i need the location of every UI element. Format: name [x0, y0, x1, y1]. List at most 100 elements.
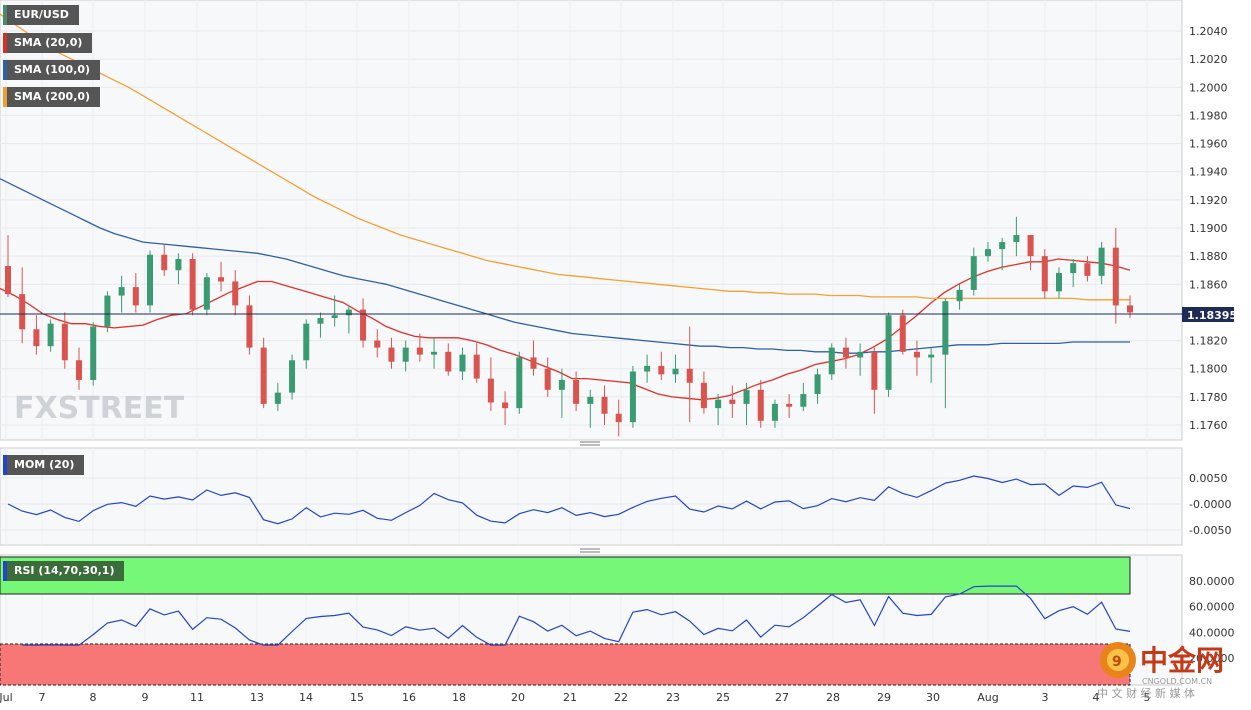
legend-sma20[interactable]: SMA (20,0)	[3, 33, 93, 53]
candle-body	[999, 242, 1006, 250]
splitter-handle-2[interactable]	[580, 548, 600, 553]
candle-body	[289, 360, 296, 393]
x-axis-label: 25	[716, 691, 730, 704]
rsi-oversold-zone	[0, 643, 1131, 686]
cngold-logo-tagline: 中 文 财 经 新 媒 体	[1097, 686, 1195, 700]
legend-rsi[interactable]: RSI (14,70,30,1)	[3, 561, 125, 581]
x-axis-label: Jul	[0, 691, 13, 704]
fxstreet-watermark: FXSTREET	[14, 391, 185, 426]
x-axis-label: 13	[250, 691, 264, 704]
candle-body	[175, 258, 182, 271]
candle-body	[956, 289, 963, 302]
candle-body	[530, 357, 537, 369]
candle-body	[885, 315, 892, 390]
candle-body	[473, 354, 480, 379]
candle-body	[431, 351, 438, 355]
x-axis-label: 9	[142, 691, 149, 704]
candle-body	[76, 360, 83, 380]
candle-body	[147, 254, 154, 306]
candle-body	[1013, 235, 1020, 243]
price-y-tick: 1.2020	[1189, 53, 1228, 66]
candle-body	[757, 389, 764, 421]
price-y-tick: 1.1880	[1189, 250, 1228, 263]
rsi-y-tick: 40.0000	[1189, 626, 1235, 639]
candle-body	[786, 403, 793, 407]
legend-eurusd-label: EUR/USD	[14, 8, 69, 21]
x-axis-label: 5	[1144, 691, 1151, 704]
candle-body	[516, 357, 523, 409]
candle-body	[928, 354, 935, 358]
candle-body	[1027, 235, 1034, 257]
cngold-logo-text: 中金网	[1140, 644, 1224, 677]
x-axis-label: 15	[350, 691, 364, 704]
x-axis-label: 11	[190, 691, 204, 704]
rsi-y-tick: 20.0000	[1189, 652, 1235, 665]
price-y-tick: 1.1820	[1189, 335, 1228, 348]
splitter-handle-1[interactable]	[580, 441, 600, 446]
price-y-tick: 1.1800	[1189, 363, 1228, 376]
candle-body	[686, 368, 693, 383]
candle-body	[161, 254, 168, 271]
candle-body	[260, 347, 267, 404]
mom-line	[7, 475, 1131, 525]
candle-body	[118, 287, 125, 296]
mom-y-tick: -0.0000	[1189, 498, 1231, 511]
candle-body	[90, 326, 97, 380]
candle-body	[842, 347, 849, 358]
candle-body	[374, 340, 381, 348]
candle-body	[1055, 273, 1062, 292]
candle-body	[601, 396, 608, 414]
price-y-tick: 1.1980	[1189, 109, 1228, 122]
candle-body	[331, 315, 338, 319]
candle-body	[1098, 247, 1105, 276]
candle-body	[104, 295, 111, 327]
current-price-value: 1.18395	[1187, 309, 1237, 322]
price-y-tick: 1.1940	[1189, 166, 1228, 179]
price-y-tick: 1.1780	[1189, 391, 1228, 404]
candle-body	[5, 265, 11, 295]
price-y-tick: 1.2040	[1189, 25, 1228, 38]
candle-body	[246, 305, 253, 348]
cngold-logo-domain: CNGOLD.COM.CN	[1142, 677, 1212, 686]
x-axis-label: 23	[666, 691, 680, 704]
candle-body	[644, 365, 651, 372]
rsi-y-tick: 60.0000	[1189, 601, 1235, 614]
candle-body	[857, 351, 864, 358]
legend-sma100[interactable]: SMA (100,0)	[3, 60, 101, 80]
x-axis-label: 8	[90, 691, 97, 704]
price-y-tick: 1.1860	[1189, 278, 1228, 291]
legend-eurusd[interactable]: EUR/USD	[3, 5, 79, 25]
candle-body	[871, 351, 878, 390]
candle-body	[1041, 256, 1048, 292]
x-axis-label: 18	[452, 691, 466, 704]
legend-mom[interactable]: MOM (20)	[3, 455, 85, 475]
x-axis-label: 3	[1042, 691, 1049, 704]
candle-body	[970, 256, 977, 290]
legend-sma200[interactable]: SMA (200,0)	[3, 87, 101, 107]
candle-body	[658, 365, 665, 375]
candle-body	[913, 351, 920, 358]
candle-body	[345, 309, 352, 316]
legend-mom-label: MOM (20)	[14, 458, 75, 471]
current-price-tag	[1182, 307, 1234, 322]
rsi-y-tick: 80.0000	[1189, 575, 1235, 588]
sma-line	[0, 258, 1131, 401]
x-axis-label: 7	[39, 691, 46, 704]
candle-body	[729, 399, 736, 404]
legend-rsi-label: RSI (14,70,30,1)	[14, 564, 115, 577]
candle-body	[715, 399, 722, 409]
x-axis-label: 21	[563, 691, 577, 704]
candle-body	[416, 347, 423, 355]
candle-body	[558, 379, 565, 390]
candle-body	[47, 323, 54, 347]
price-y-tick: 1.1760	[1189, 419, 1228, 432]
candle-body	[502, 402, 509, 409]
mom-y-tick: 0.0050	[1189, 472, 1228, 485]
candle-body	[19, 294, 26, 330]
candle-body	[615, 413, 622, 423]
x-axis-label: 16	[402, 691, 416, 704]
candle-body	[1127, 305, 1133, 313]
x-axis-label: 20	[511, 691, 525, 704]
candle-body	[672, 368, 679, 375]
